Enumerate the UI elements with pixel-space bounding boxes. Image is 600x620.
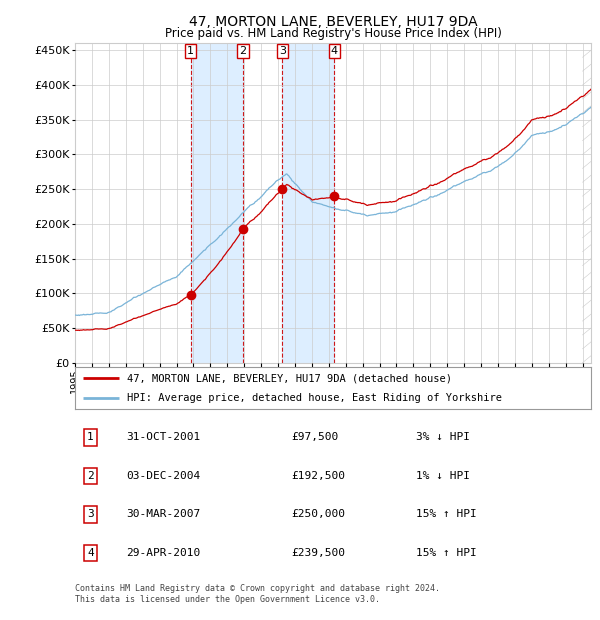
- Text: £97,500: £97,500: [292, 432, 339, 443]
- Text: 31-OCT-2001: 31-OCT-2001: [127, 432, 201, 443]
- Text: 03-DEC-2004: 03-DEC-2004: [127, 471, 201, 481]
- Text: 15% ↑ HPI: 15% ↑ HPI: [416, 510, 476, 520]
- Bar: [282, 43, 334, 363]
- Bar: [191, 43, 243, 363]
- Text: 1: 1: [87, 432, 94, 443]
- Text: 1: 1: [187, 46, 194, 56]
- Text: 47, MORTON LANE, BEVERLEY, HU17 9DA: 47, MORTON LANE, BEVERLEY, HU17 9DA: [188, 16, 478, 30]
- Text: £192,500: £192,500: [292, 471, 346, 481]
- Text: HPI: Average price, detached house, East Riding of Yorkshire: HPI: Average price, detached house, East…: [127, 393, 502, 403]
- Text: 29-APR-2010: 29-APR-2010: [127, 548, 201, 558]
- Text: £239,500: £239,500: [292, 548, 346, 558]
- Text: 3: 3: [87, 510, 94, 520]
- Text: 47, MORTON LANE, BEVERLEY, HU17 9DA (detached house): 47, MORTON LANE, BEVERLEY, HU17 9DA (det…: [127, 373, 452, 383]
- Text: 3% ↓ HPI: 3% ↓ HPI: [416, 432, 470, 443]
- Text: 1% ↓ HPI: 1% ↓ HPI: [416, 471, 470, 481]
- Text: Contains HM Land Registry data © Crown copyright and database right 2024.
This d: Contains HM Land Registry data © Crown c…: [75, 584, 440, 604]
- Text: £250,000: £250,000: [292, 510, 346, 520]
- Text: 4: 4: [331, 46, 338, 56]
- Text: 3: 3: [279, 46, 286, 56]
- Text: 15% ↑ HPI: 15% ↑ HPI: [416, 548, 476, 558]
- Text: 4: 4: [87, 548, 94, 558]
- Text: 2: 2: [239, 46, 247, 56]
- Text: 2: 2: [87, 471, 94, 481]
- Text: Price paid vs. HM Land Registry's House Price Index (HPI): Price paid vs. HM Land Registry's House …: [164, 27, 502, 40]
- Text: 30-MAR-2007: 30-MAR-2007: [127, 510, 201, 520]
